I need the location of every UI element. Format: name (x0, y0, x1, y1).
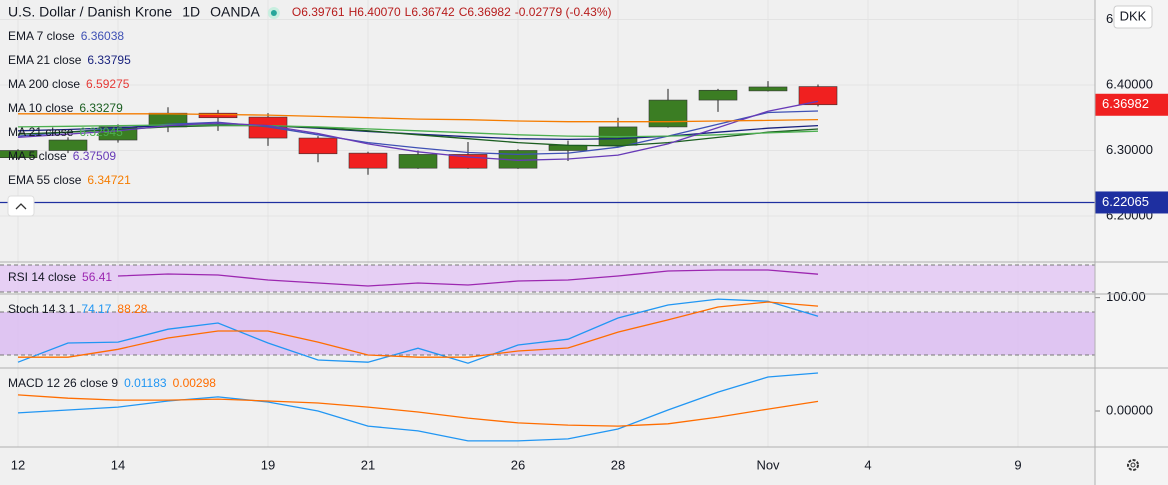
y-tick-label: 6.40000 (1106, 76, 1153, 91)
legend-name: MA 200 close (8, 77, 80, 91)
candle-body (398, 154, 438, 169)
candle-body (348, 152, 388, 169)
series-line (17, 372, 819, 442)
candle-body (698, 89, 738, 101)
x-tick-label: 9 (1014, 457, 1021, 472)
candle-body (0, 150, 38, 159)
x-tick-label: 12 (11, 457, 25, 472)
candle-body (748, 86, 788, 92)
legend-name: EMA 21 close (8, 53, 82, 67)
x-tick-label: 21 (361, 457, 375, 472)
candle-body (648, 99, 688, 128)
hline-price-box (1095, 191, 1168, 214)
settings-button[interactable] (1127, 459, 1139, 471)
legend-name: EMA 7 close (8, 29, 75, 43)
currency-label: DKK (1120, 8, 1147, 23)
legend-name: EMA 55 close (8, 173, 82, 187)
legend-name: MA 5 close (8, 149, 67, 163)
x-tick-label: 28 (611, 457, 625, 472)
legend-value: 6.34721 (87, 173, 131, 187)
series-line (17, 298, 819, 364)
ohlc-value: O6.39761 (292, 5, 345, 19)
band (0, 312, 1095, 356)
plot (17, 372, 819, 442)
price-axis-bg (1095, 0, 1168, 485)
last-price-label: 6.36982 (1102, 96, 1149, 111)
candle-body (198, 112, 238, 119)
candle-body (298, 137, 338, 155)
ohlc-value: -0.02779 (-0.43%) (515, 5, 612, 19)
status-dot-inner (270, 10, 277, 16)
series-line (17, 124, 819, 138)
legend-value: 6.33279 (79, 101, 123, 115)
candle-body (248, 116, 288, 139)
plot (0, 18, 1095, 217)
indicator-value: 0.01183 (124, 376, 167, 390)
indicator-value: 56.41 (82, 270, 112, 284)
indicator-value: 0.00298 (173, 376, 217, 390)
gear-ring (1127, 459, 1139, 471)
collapse-bg (7, 195, 35, 217)
indicator-value: 74.17 (81, 302, 111, 316)
candle-body (798, 86, 838, 106)
ohlc-value: C6.36982 (459, 5, 511, 19)
last-price-box (1095, 93, 1168, 116)
series-line (17, 394, 819, 427)
series-line (18, 113, 819, 123)
plot (0, 298, 1095, 364)
x-tick-label: Nov (756, 457, 780, 472)
source: OANDA (210, 4, 260, 20)
hline-price-label: 6.22065 (1102, 194, 1149, 209)
symbol-title: U.S. Dollar / Danish Krone (8, 4, 172, 20)
legend-name: MA 10 close (8, 101, 74, 115)
candle-body (48, 139, 88, 151)
indicator-value: 88.28 (117, 302, 147, 316)
y-tick-label: 6.30000 (1106, 142, 1153, 157)
legend-value: 6.59275 (86, 77, 130, 91)
currency-button (1113, 5, 1153, 29)
gear-hole (1130, 462, 1136, 468)
series-line (18, 301, 819, 358)
collapse-button[interactable] (7, 195, 35, 217)
series-line (17, 100, 819, 161)
series-line (117, 269, 819, 287)
ohlc-value: H6.40070 (349, 5, 401, 19)
interval: 1D (182, 4, 200, 20)
legend-value: 6.37509 (73, 149, 117, 163)
ohlc-value: L6.36742 (405, 5, 455, 19)
series-line (17, 123, 819, 141)
legend-value: 6.36038 (81, 29, 125, 43)
band (0, 264, 1095, 293)
x-tick-label: 19 (261, 457, 275, 472)
legend-value: 6.32945 (79, 125, 123, 139)
indicator-name: RSI 14 close (8, 270, 76, 284)
plot (0, 264, 1095, 293)
legend-value: 6.33795 (87, 53, 131, 67)
x-tick-label: 14 (111, 457, 125, 472)
x-tick-label: 4 (864, 457, 871, 472)
y-tick-label: 100.00 (1106, 289, 1146, 304)
x-tick-label: 26 (511, 457, 525, 472)
indicator-name: MACD 12 26 close 9 (8, 376, 118, 390)
collapse-icon (15, 203, 27, 210)
indicator-name: Stoch 14 3 1 (8, 302, 76, 316)
legend-name: MA 21 close (8, 125, 74, 139)
y-tick-label: 0.00000 (1106, 402, 1153, 417)
